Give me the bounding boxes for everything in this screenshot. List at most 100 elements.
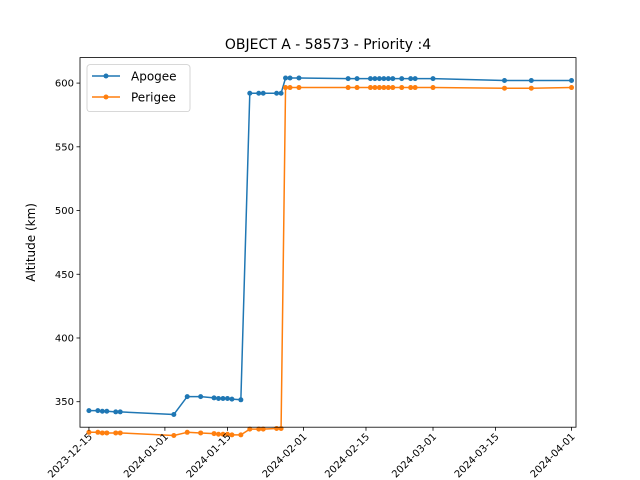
apogee-point: [390, 76, 396, 82]
perigee-point: [86, 429, 92, 435]
y-tick-label: 400: [55, 333, 74, 344]
apogee-point: [216, 396, 222, 402]
x-tick-label: 2024-04-01: [529, 432, 578, 480]
perigee-legend-label: Perigee: [131, 91, 176, 105]
apogee-point: [385, 76, 391, 82]
perigee-point: [229, 432, 235, 438]
perigee-point: [104, 430, 110, 436]
perigee-point: [569, 85, 575, 91]
apogee-point: [278, 90, 284, 96]
apogee-point: [569, 78, 575, 84]
y-tick-label: 600: [55, 79, 74, 90]
perigee-point: [408, 85, 414, 91]
x-tick-label: 2024-03-01: [390, 432, 439, 480]
apogee-point: [117, 409, 123, 415]
perigee-point: [385, 85, 391, 91]
apogee-legend-marker: [103, 73, 109, 79]
y-tick-label: 550: [55, 142, 74, 153]
apogee-point: [220, 396, 226, 402]
apogee-point: [224, 396, 230, 402]
perigee-point: [283, 85, 289, 91]
perigee-point: [211, 431, 217, 437]
apogee-point: [198, 394, 204, 400]
apogee-point: [372, 76, 378, 82]
perigee-point: [502, 85, 507, 91]
perigee-point: [381, 85, 387, 91]
perigee-point: [198, 430, 204, 436]
apogee-point: [95, 408, 101, 414]
perigee-point: [99, 430, 105, 436]
perigee-point: [216, 431, 222, 437]
x-tick-label: 2024-02-15: [323, 432, 372, 480]
perigee-point: [430, 85, 436, 91]
y-axis: 350 400 450 500 550 600: [55, 79, 80, 408]
perigee-point: [376, 85, 382, 91]
apogee-point: [283, 75, 289, 81]
apogee-legend-label: Apogee: [131, 70, 177, 84]
perigee-point: [528, 85, 534, 91]
apogee-point: [345, 76, 351, 82]
apogee-point: [99, 408, 105, 414]
y-tick-label: 500: [55, 206, 74, 217]
apogee-point: [229, 396, 235, 402]
x-tick-label: 2024-03-15: [453, 432, 502, 480]
perigee-point: [296, 85, 302, 91]
y-axis-label: Altitude (km): [24, 203, 38, 282]
plot-area: [86, 75, 575, 438]
apogee-point: [296, 75, 302, 81]
perigee-point: [220, 431, 226, 437]
apogee-point: [274, 90, 280, 96]
x-axis: 2023-12-15 2024-01-01 2024-01-15 2024-02-01…: [46, 427, 578, 480]
apogee-point: [381, 76, 387, 82]
perigee-point: [274, 425, 280, 431]
apogee-point: [528, 78, 534, 84]
perigee-point: [260, 426, 266, 432]
chart-title: OBJECT A - 58573 - Priority :4: [225, 37, 431, 53]
perigee-point: [399, 85, 405, 91]
perigee-point: [171, 432, 177, 438]
x-tick-label: 2024-02-01: [261, 432, 310, 480]
perigee-point: [184, 429, 190, 435]
y-tick-label: 450: [55, 270, 74, 281]
perigee-point: [247, 426, 253, 432]
apogee-point: [399, 76, 405, 82]
apogee-point: [86, 408, 92, 414]
perigee-legend-marker: [103, 94, 109, 100]
apogee-point: [247, 90, 253, 96]
x-tick-label: 2023-12-15: [46, 432, 95, 480]
apogee-point: [354, 76, 360, 82]
apogee-point: [238, 397, 244, 403]
perigee-point: [287, 85, 293, 91]
perigee-point: [224, 431, 230, 437]
perigee-series-line: [88, 86, 572, 437]
apogee-point: [367, 76, 373, 82]
perigee-point: [256, 426, 262, 432]
apogee-point: [287, 75, 293, 81]
perigee-point: [390, 85, 396, 91]
axes-frame: [79, 57, 577, 428]
perigee-point: [113, 430, 119, 436]
perigee-point: [117, 430, 123, 436]
apogee-point: [408, 76, 414, 82]
apogee-series-line: [88, 77, 572, 416]
apogee-point: [104, 408, 110, 414]
apogee-point: [184, 394, 190, 400]
apogee-point: [502, 78, 507, 84]
apogee-point: [376, 76, 382, 82]
perigee-point: [354, 85, 360, 91]
apogee-point: [211, 395, 217, 401]
y-tick-label: 350: [55, 397, 74, 408]
apogee-point: [430, 76, 436, 82]
apogee-point: [113, 409, 119, 415]
x-tick-label: 2024-01-01: [122, 432, 171, 480]
apogee-point: [260, 90, 266, 96]
perigee-point: [95, 429, 101, 435]
x-tick-label: 2024-01-15: [185, 432, 234, 480]
perigee-point: [372, 85, 378, 91]
perigee-point: [367, 85, 373, 91]
perigee-point: [278, 425, 284, 431]
perigee-point: [412, 85, 418, 91]
legend: Apogee Perigee: [86, 64, 191, 112]
apogee-point: [412, 76, 418, 82]
